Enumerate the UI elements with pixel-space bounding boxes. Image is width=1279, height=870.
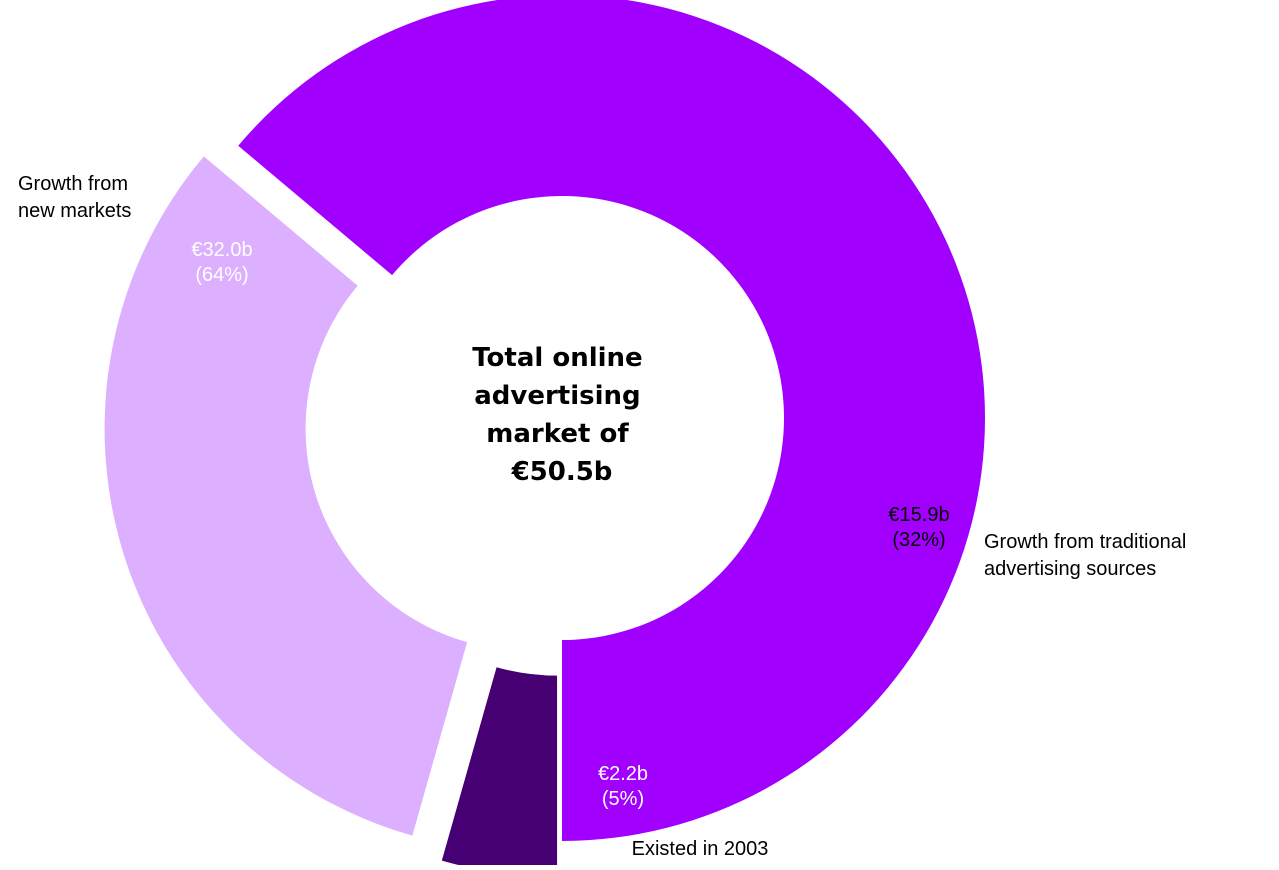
slice-percent-existed-in-2003: (5%): [602, 788, 644, 810]
slices-layer: [104, 0, 985, 870]
center-title: Total online advertising market of €50.5…: [472, 343, 651, 487]
center-title-line-1: Total online: [472, 343, 642, 373]
slice-category-line-growth-from-traditional-advertising-sources-1: Growth from traditional: [984, 531, 1186, 553]
slice-category-label-growth-from-traditional-advertising-sources: Growth from traditional advertising sourc…: [984, 531, 1186, 580]
slice-category-label-growth-from-new-markets: Growth from new markets: [18, 173, 131, 222]
slice-category-line-growth-from-new-markets-2: new markets: [18, 200, 131, 222]
slice-value-growth-from-traditional-advertising-sources: €15.9b: [888, 504, 949, 526]
slice-category-line-existed-in-2003-1: Existed in 2003: [632, 838, 769, 860]
slice-value-label-existed-in-2003: €2.2b (5%): [598, 763, 648, 810]
slice-growth-from-new-markets: [238, 0, 985, 841]
slice-existed-in-2003: [441, 667, 558, 870]
slice-value-growth-from-new-markets: €32.0b: [191, 239, 252, 261]
labels-layer: €2.2b (5%) Existed in 2003 €15.9b (32%) Growt…: [18, 173, 1186, 860]
center-title-line-2: advertising: [474, 381, 640, 411]
slice-category-line-growth-from-new-markets-1: Growth from: [18, 173, 128, 195]
slice-value-label-growth-from-traditional-advertising-sources: €15.9b (32%): [888, 504, 949, 551]
slice-category-line-growth-from-traditional-advertising-sources-2: advertising sources: [984, 558, 1156, 580]
center-title-line-3: market of: [486, 419, 629, 449]
slice-value-existed-in-2003: €2.2b: [598, 763, 648, 785]
slice-percent-growth-from-traditional-advertising-sources: (32%): [892, 529, 945, 551]
slice-percent-growth-from-new-markets: (64%): [195, 264, 248, 286]
slice-value-label-growth-from-new-markets: €32.0b (64%): [191, 239, 252, 286]
slice-growth-from-traditional-advertising-sources: [104, 156, 468, 836]
slice-category-label-existed-in-2003: Existed in 2003: [632, 838, 769, 860]
center-title-line-4: €50.5b: [511, 457, 613, 487]
